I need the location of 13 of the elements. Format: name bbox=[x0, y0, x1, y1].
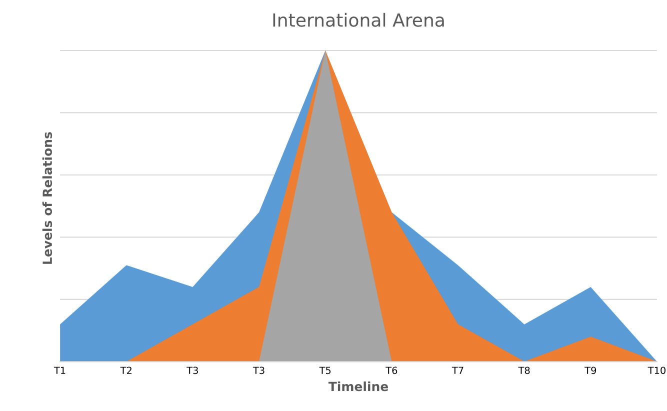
x-axis-title: Timeline bbox=[328, 382, 388, 392]
x-tick-label: T6 bbox=[386, 366, 398, 374]
x-tick-label: T2 bbox=[120, 366, 132, 374]
x-tick-label: T3 bbox=[186, 366, 198, 374]
chart-title: International Arena bbox=[273, 12, 444, 27]
x-tick-label: T9 bbox=[584, 366, 596, 374]
x-tick-label: T10 bbox=[648, 366, 666, 374]
x-tick-label: T1 bbox=[54, 366, 66, 374]
y-axis-title: Levels of Relations bbox=[42, 132, 52, 264]
x-tick-label: T8 bbox=[518, 366, 530, 374]
x-tick-label: T3 bbox=[252, 366, 264, 374]
x-tick-label: T5 bbox=[319, 366, 331, 374]
x-tick-label: T7 bbox=[452, 366, 464, 374]
